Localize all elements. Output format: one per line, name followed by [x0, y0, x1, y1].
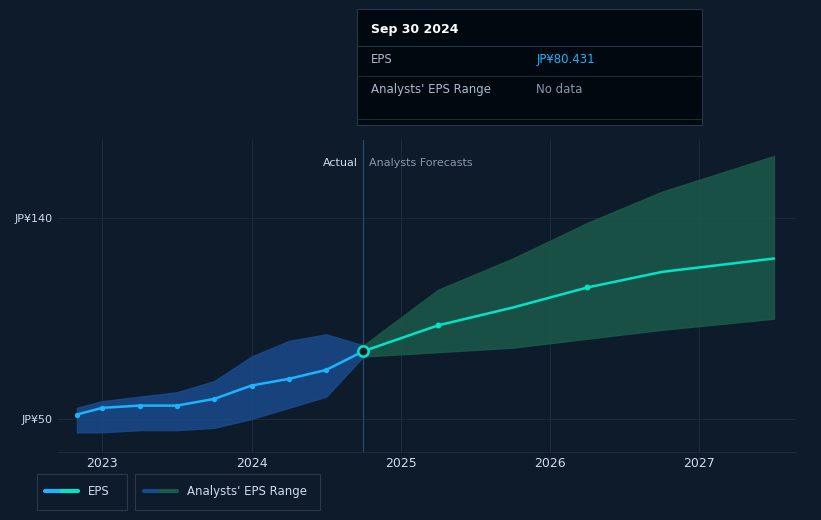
Point [580, 283, 594, 292]
Text: Actual: Actual [323, 158, 357, 168]
Text: Sep 30 2024: Sep 30 2024 [371, 23, 458, 36]
Point [282, 375, 296, 383]
Point [133, 401, 146, 410]
Point [432, 321, 445, 330]
Text: Analysts' EPS Range: Analysts' EPS Range [187, 485, 307, 498]
FancyBboxPatch shape [37, 474, 127, 510]
Point [357, 347, 370, 355]
Point [96, 404, 109, 412]
Point [319, 366, 333, 374]
Point [208, 395, 221, 403]
Point [71, 410, 84, 419]
Point [170, 401, 183, 410]
Text: Analysts Forecasts: Analysts Forecasts [369, 158, 473, 168]
Text: JP¥80.431: JP¥80.431 [536, 53, 595, 66]
FancyBboxPatch shape [135, 474, 320, 510]
Text: EPS: EPS [371, 53, 392, 66]
Point [245, 381, 258, 389]
Text: Analysts' EPS Range: Analysts' EPS Range [371, 83, 491, 96]
Text: EPS: EPS [89, 485, 110, 498]
Text: No data: No data [536, 83, 583, 96]
